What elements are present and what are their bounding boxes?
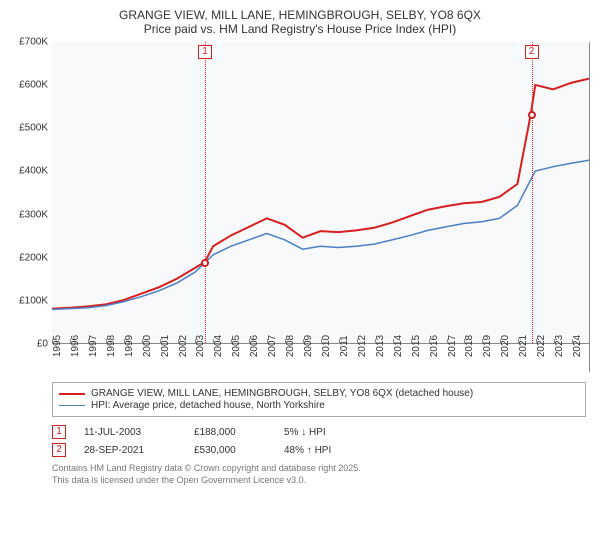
- x-tick-label: 2014: [393, 335, 404, 357]
- x-tick-label: 1996: [70, 335, 81, 357]
- x-tick-label: 1999: [124, 335, 135, 357]
- x-tick-label: 2010: [321, 335, 332, 357]
- x-tick-label: 2005: [231, 335, 242, 357]
- title-line2: Price paid vs. HM Land Registry's House …: [10, 22, 590, 36]
- footnote-price: £530,000: [194, 445, 284, 456]
- x-axis: 1995199619971998199920002001200220032004…: [52, 344, 589, 372]
- legend-label: HPI: Average price, detached house, Nort…: [91, 400, 325, 411]
- x-tick-label: 2002: [178, 335, 189, 357]
- legend-swatch: [59, 393, 85, 395]
- plot-area: 12: [52, 42, 589, 344]
- x-tick-label: 2019: [482, 335, 493, 357]
- y-tick-label: £500K: [10, 123, 48, 134]
- marker-box: 2: [525, 45, 539, 59]
- x-tick-label: 2009: [303, 335, 314, 357]
- marker-box: 1: [198, 45, 212, 59]
- footnote-date: 28-SEP-2021: [84, 445, 194, 456]
- y-axis: £0£100K£200K£300K£400K£500K£600K£700K: [10, 42, 52, 344]
- footnote-pct: 48% ↑ HPI: [284, 445, 374, 456]
- y-tick-label: £300K: [10, 209, 48, 220]
- footnote-marker-box: 2: [52, 443, 66, 457]
- chart-title: GRANGE VIEW, MILL LANE, HEMINGBROUGH, SE…: [10, 8, 590, 36]
- x-tick-label: 2022: [536, 335, 547, 357]
- chart-area: £0£100K£200K£300K£400K£500K£600K£700K 12…: [10, 42, 590, 372]
- attribution-line1: Contains HM Land Registry data © Crown c…: [52, 463, 590, 475]
- attribution-line2: This data is licensed under the Open Gov…: [52, 475, 590, 487]
- x-tick-label: 2024: [572, 335, 583, 357]
- footnote-row: 2 28-SEP-2021£530,00048% ↑ HPI: [52, 443, 590, 457]
- series-line: [52, 160, 589, 309]
- x-tick-label: 2011: [339, 335, 350, 357]
- footnote-date: 11-JUL-2003: [84, 427, 194, 438]
- x-tick-label: 2001: [160, 335, 171, 357]
- footnote-price: £188,000: [194, 427, 284, 438]
- legend-item: HPI: Average price, detached house, Nort…: [59, 400, 579, 411]
- x-tick-label: 2003: [195, 335, 206, 357]
- line-series: [52, 42, 589, 343]
- x-tick-label: 2004: [213, 335, 224, 357]
- legend: GRANGE VIEW, MILL LANE, HEMINGBROUGH, SE…: [52, 382, 586, 417]
- y-tick-label: £0: [10, 339, 48, 350]
- footnote-marker-box: 1: [52, 425, 66, 439]
- y-tick-label: £200K: [10, 252, 48, 263]
- x-tick-label: 2023: [554, 335, 565, 357]
- x-tick-label: 2015: [411, 335, 422, 357]
- x-tick-label: 2012: [357, 335, 368, 357]
- x-tick-label: 2007: [267, 335, 278, 357]
- x-tick-label: 2013: [375, 335, 386, 357]
- y-tick-label: £600K: [10, 80, 48, 91]
- y-tick-label: £400K: [10, 166, 48, 177]
- legend-item: GRANGE VIEW, MILL LANE, HEMINGBROUGH, SE…: [59, 388, 579, 399]
- y-tick-label: £100K: [10, 295, 48, 306]
- title-line1: GRANGE VIEW, MILL LANE, HEMINGBROUGH, SE…: [10, 8, 590, 22]
- marker-vline: [532, 42, 533, 343]
- footnote-row: 1 11-JUL-2003£188,0005% ↓ HPI: [52, 425, 590, 439]
- x-tick-label: 2008: [285, 335, 296, 357]
- x-tick-label: 2000: [142, 335, 153, 357]
- footnote-pct: 5% ↓ HPI: [284, 427, 374, 438]
- legend-label: GRANGE VIEW, MILL LANE, HEMINGBROUGH, SE…: [91, 388, 473, 399]
- footnotes: 1 11-JUL-2003£188,0005% ↓ HPI 2 28-SEP-2021…: [52, 425, 590, 457]
- x-tick-label: 2006: [249, 335, 260, 357]
- y-tick-label: £700K: [10, 37, 48, 48]
- x-tick-label: 2021: [518, 335, 529, 357]
- x-tick-label: 2017: [447, 335, 458, 357]
- x-tick-label: 1997: [88, 335, 99, 357]
- legend-swatch: [59, 405, 85, 406]
- price-point-marker: [528, 111, 536, 119]
- x-tick-label: 2020: [500, 335, 511, 357]
- attribution: Contains HM Land Registry data © Crown c…: [52, 463, 590, 486]
- x-tick-label: 2018: [464, 335, 475, 357]
- x-tick-label: 1995: [52, 335, 63, 357]
- x-tick-label: 2016: [429, 335, 440, 357]
- price-point-marker: [201, 259, 209, 267]
- x-tick-label: 1998: [106, 335, 117, 357]
- marker-vline: [205, 42, 206, 343]
- series-line: [52, 79, 589, 309]
